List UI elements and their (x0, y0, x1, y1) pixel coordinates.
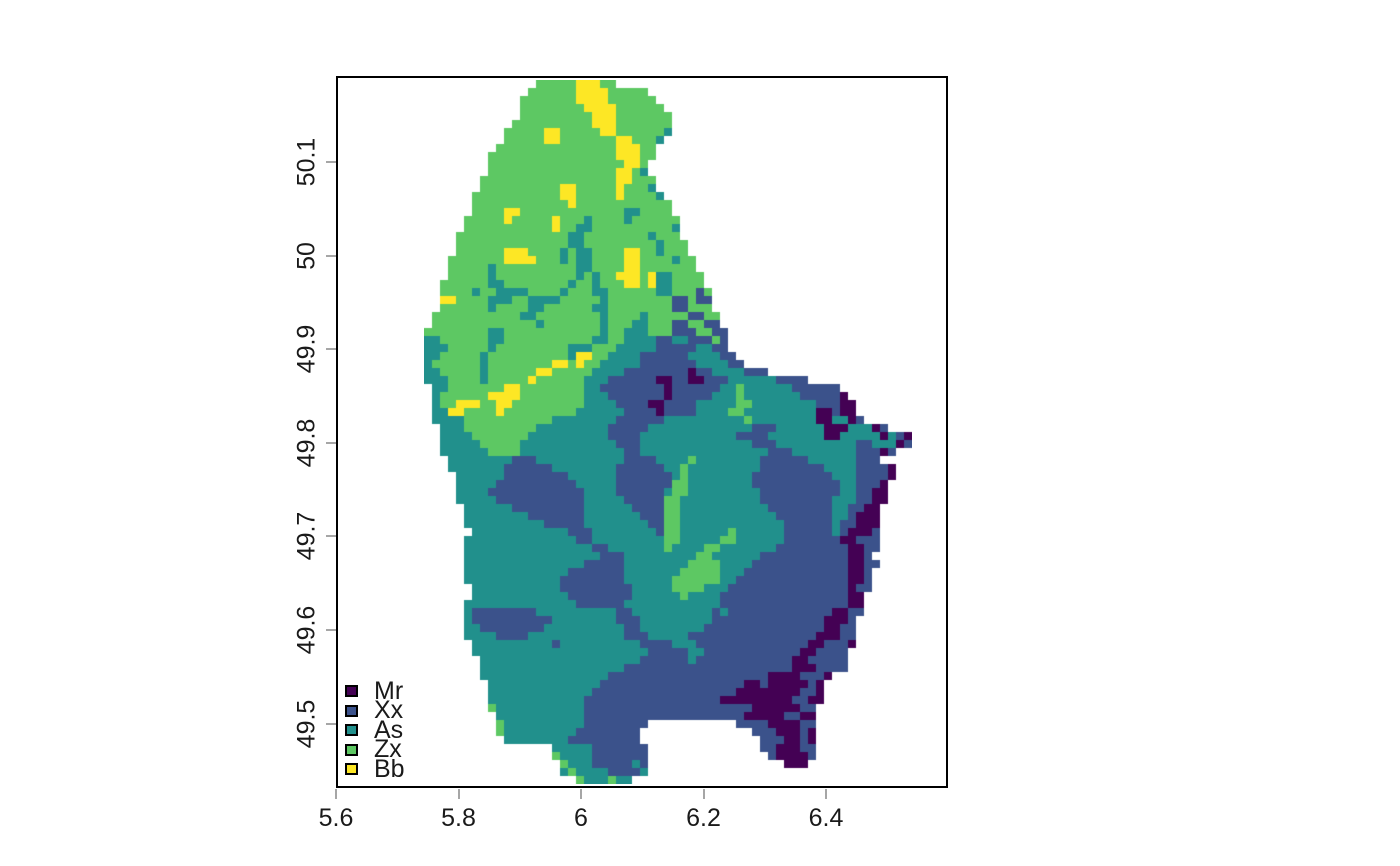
legend-item: Xx (345, 698, 403, 723)
y-tick-label: 49.9 (292, 324, 321, 374)
legend-label: Mr (374, 676, 404, 705)
legend-label: Xx (374, 696, 404, 724)
x-tick-mark (457, 789, 460, 799)
y-tick-mark (326, 722, 336, 725)
legend-swatch (345, 743, 358, 756)
legend-swatch (345, 724, 358, 736)
legend-swatch (345, 704, 358, 717)
legend-item: Bb (345, 756, 405, 781)
x-tick-mark (335, 789, 337, 799)
y-tick-mark (326, 535, 336, 538)
luxembourg-raster-map (424, 80, 912, 784)
legend-swatch (345, 685, 358, 697)
x-tick-label: 6.2 (686, 804, 721, 832)
legend-label: Bb (374, 754, 405, 783)
x-tick-mark (825, 789, 827, 799)
legend-item: Mr (345, 678, 403, 703)
x-tick-label: 6.4 (808, 804, 844, 832)
y-tick-label: 50.1 (292, 137, 321, 187)
y-tick-mark (326, 254, 336, 257)
y-tick-mark (326, 161, 336, 163)
y-tick-label: 50 (292, 241, 321, 270)
x-tick-label: 6 (574, 804, 588, 832)
y-tick-mark (326, 441, 336, 444)
y-tick-mark (326, 348, 336, 351)
legend-item: Zx (345, 737, 402, 762)
y-tick-label: 49.7 (292, 512, 321, 561)
y-tick-mark (326, 629, 336, 631)
legend-item: As (345, 717, 403, 742)
x-tick-mark (580, 789, 582, 799)
x-tick-label: 5.8 (441, 804, 476, 832)
y-tick-label: 49.5 (292, 699, 321, 748)
x-tick-label: 5.6 (318, 804, 354, 832)
legend-swatch (345, 763, 358, 775)
legend-label: Zx (374, 735, 402, 763)
legend-label: As (374, 715, 404, 744)
y-tick-label: 49.6 (292, 605, 321, 655)
x-tick-mark (702, 789, 705, 799)
y-tick-label: 49.8 (292, 418, 321, 468)
